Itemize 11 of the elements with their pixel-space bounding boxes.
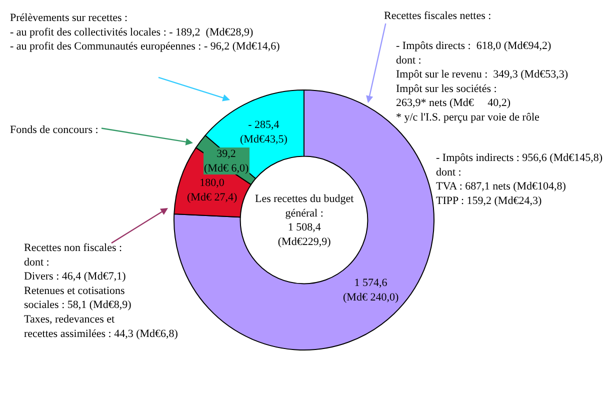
data-label: 1 574,6 (Md€ 240,0) bbox=[343, 277, 399, 304]
data-label: 180,0 (Md€ 27,4) bbox=[187, 177, 238, 204]
text: Fonds de concours : bbox=[10, 124, 98, 136]
data-label: - 285,4 (Md€43,5) bbox=[240, 119, 288, 146]
text: - Impôts indirects : 956,6 (Md€145,8) dont : TVA : 687,1 nets (Md€104,8) TIPP : 159,2 (Md€24,3) bbox=[436, 152, 603, 207]
text: Les recettes du budget général : 1 508,4 (Md€229,9) bbox=[255, 193, 354, 248]
text: Recettes fiscales nettes : bbox=[384, 10, 492, 22]
text: Recettes non fiscales : dont : Divers : 46,4 (Md€7,1) Retenues et cotisations sociales : 58,1 (Md€8,9) Taxes, redevances et recettes assimilées : 44,3 (Md€6,8) bbox=[24, 242, 178, 340]
data-label: 39,2 (Md€ 6,0) bbox=[204, 148, 249, 174]
text: Prélèvements sur recettes : - au profit des collectivités locales : - 189,2 (Md€28,9) - au profit des Communautés européennes : - 96,2 (Md€14,6) bbox=[10, 12, 280, 53]
text: - Impôts directs : 618,0 (Md€94,2) dont : Impôt sur le revenu : 349,3 (Md€53,3) Impôt sur les sociétés : 263,9* nets (Md€ 40,2) * y/c l'I.S. perçu par voie de rôle bbox=[396, 40, 568, 124]
